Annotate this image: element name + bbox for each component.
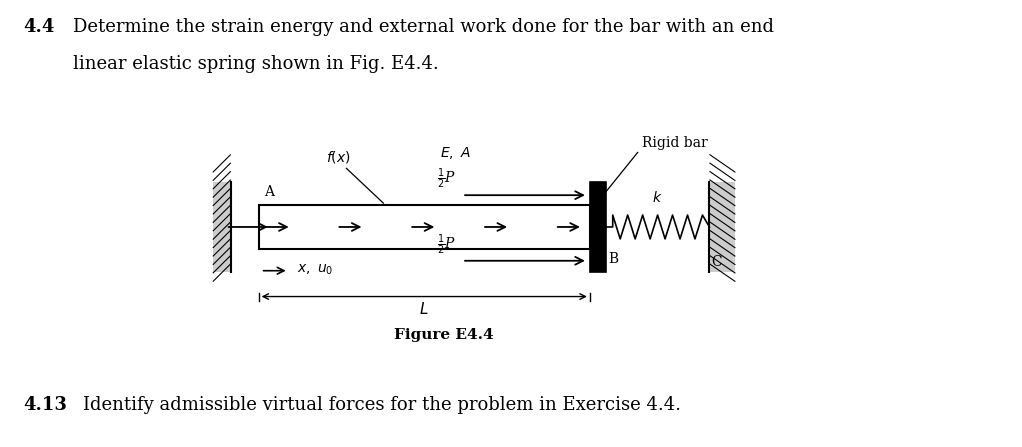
Text: $x,\ u_0$: $x,\ u_0$	[296, 262, 333, 277]
Bar	[259, 205, 590, 249]
Text: B: B	[609, 252, 619, 266]
Bar	[709, 182, 736, 272]
Text: $L$: $L$	[419, 300, 429, 316]
Text: Identify admissible virtual forces for the problem in Exercise 4.4.: Identify admissible virtual forces for t…	[83, 396, 682, 414]
Text: A: A	[264, 185, 274, 199]
Text: 4.4: 4.4	[24, 18, 55, 36]
Text: C: C	[711, 255, 723, 269]
Text: $k$: $k$	[652, 190, 663, 205]
Text: $\frac{1}{2}$P: $\frac{1}{2}$P	[436, 232, 456, 257]
Text: Determine the strain energy and external work done for the bar with an end: Determine the strain energy and external…	[74, 18, 775, 36]
Text: $\frac{1}{2}$P: $\frac{1}{2}$P	[436, 167, 456, 191]
Text: 4.13: 4.13	[24, 396, 67, 414]
Bar	[590, 182, 606, 272]
Text: Figure E4.4: Figure E4.4	[394, 329, 494, 342]
Bar	[213, 182, 231, 272]
Text: $E,\ A$: $E,\ A$	[439, 145, 470, 161]
Text: Rigid bar: Rigid bar	[642, 136, 707, 151]
Text: linear elastic spring shown in Fig. E4.4.: linear elastic spring shown in Fig. E4.4…	[74, 55, 438, 73]
Text: $f(x)$: $f(x)$	[326, 149, 351, 165]
